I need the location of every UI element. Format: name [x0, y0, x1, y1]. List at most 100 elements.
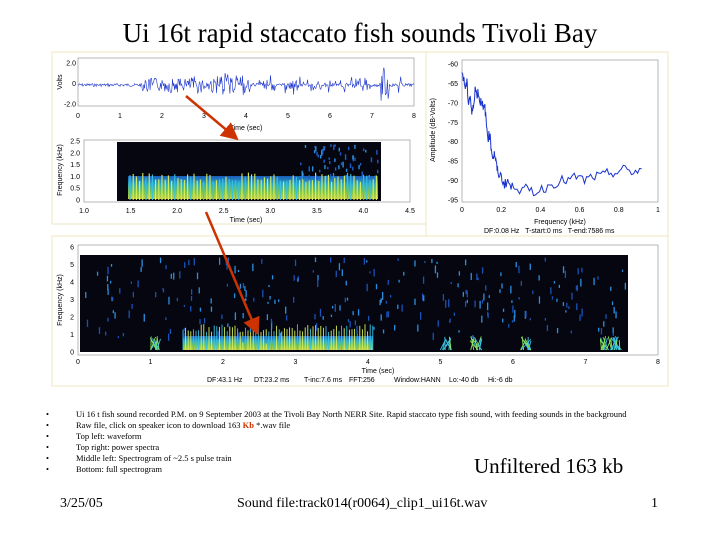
- noise-speck: [465, 289, 467, 295]
- waveform-xtick: 2: [160, 113, 164, 120]
- noise-speck: [518, 265, 520, 274]
- full-spectrogram-ytick: 5: [70, 262, 74, 269]
- waveform-xlabel: Time (sec): [230, 125, 263, 132]
- noise-speck: [445, 299, 447, 308]
- noise-speck: [529, 318, 531, 321]
- bullet-dot: •: [46, 464, 49, 474]
- noise-speck: [556, 298, 558, 302]
- noise-speck: [466, 290, 468, 298]
- noise-speck: [417, 324, 419, 332]
- noise-speck: [581, 267, 583, 273]
- noise-speck: [532, 290, 534, 294]
- noise-speck: [374, 175, 377, 181]
- full-spectrogram-ytick: 4: [70, 280, 74, 287]
- noise-speck: [329, 257, 332, 263]
- waveform-path: [77, 67, 415, 101]
- noise-speck: [354, 320, 357, 326]
- noise-speck: [565, 310, 567, 313]
- noise-speck: [226, 262, 228, 270]
- noise-speck: [190, 306, 192, 312]
- full-spectrogram-marks: [85, 257, 627, 351]
- full-spectrogram-info: DF:43.1 Hz DT:23.2 ms T-inc:7.6 ms FFT:256 W…: [207, 377, 513, 384]
- noise-speck: [354, 157, 356, 161]
- noise-speck: [316, 151, 318, 156]
- noise-speck: [122, 332, 125, 337]
- noise-speck: [323, 159, 325, 163]
- noise-speck: [190, 296, 193, 301]
- noise-speck: [457, 283, 459, 288]
- noise-speck: [577, 268, 579, 275]
- power-spectrum-ytick: -65: [448, 81, 458, 88]
- noise-speck: [233, 293, 236, 298]
- upper-arrow: [185, 95, 239, 141]
- noise-speck: [344, 297, 346, 303]
- page-number: 1: [651, 496, 658, 511]
- noise-speck: [422, 293, 424, 301]
- noise-speck: [105, 331, 107, 336]
- noise-speck: [262, 289, 264, 298]
- noise-speck: [434, 265, 437, 274]
- sound-cluster-mark: [478, 338, 482, 351]
- noise-speck: [203, 318, 206, 324]
- waveform-ytick: -2.0: [64, 102, 76, 109]
- noise-speck: [107, 288, 109, 295]
- noise-speck: [210, 298, 212, 304]
- noise-speck: [394, 324, 396, 331]
- noise-speck: [612, 333, 614, 336]
- noise-speck: [368, 335, 370, 341]
- full-spectrogram-ytick: 3: [70, 297, 74, 304]
- noise-speck: [342, 161, 344, 168]
- noise-speck: [419, 312, 422, 320]
- noise-speck: [322, 316, 324, 320]
- noise-speck: [581, 308, 583, 317]
- power-spectrum-ytick: -80: [448, 139, 458, 146]
- waveform-xtick: 1: [118, 113, 122, 120]
- noise-speck: [184, 262, 186, 269]
- noise-speck: [375, 284, 378, 290]
- footer-sound-file: Sound file:track014(r0064)_clip1_ui16t.w…: [237, 496, 488, 511]
- noise-speck: [234, 312, 237, 321]
- bullet-item: • Bottom: full spectrogram: [46, 464, 636, 475]
- sound-cluster-mark: [469, 340, 479, 351]
- middle-spectrogram-plot: 2.5 2.0 1.5 1.0 0.5 0 1.0 1.5 2.0 2.5 3.0 3.5 4.0 4.…: [57, 139, 415, 225]
- noise-speck: [107, 266, 109, 275]
- noise-speck: [210, 306, 213, 312]
- noise-speck: [579, 314, 581, 321]
- noise-speck: [300, 162, 302, 166]
- noise-speck: [165, 317, 167, 320]
- noise-speck: [515, 261, 517, 268]
- download-link[interactable]: Kb: [242, 420, 254, 430]
- noise-speck: [500, 272, 502, 277]
- noise-speck: [414, 298, 416, 305]
- noise-speck: [169, 328, 172, 334]
- noise-speck: [344, 154, 347, 160]
- noise-speck: [479, 300, 481, 309]
- noise-speck: [141, 259, 143, 267]
- noise-speck: [338, 147, 340, 152]
- noise-speck: [107, 284, 109, 290]
- noise-speck: [107, 317, 109, 322]
- noise-speck: [611, 301, 614, 306]
- noise-speck: [352, 166, 354, 171]
- noise-speck: [132, 291, 135, 298]
- full-spectrogram-plot: 6 5 4 3 2 1 0 0 1 2 3 4 5 6 7 8 Frequency (kHz) Time (…: [57, 245, 660, 385]
- middle-spectrogram-ytick: 2.5: [70, 139, 80, 146]
- middle-spectrogram-xtick: 1.0: [79, 208, 89, 215]
- bullet-dot: •: [46, 442, 49, 452]
- power-spectrum-ytick: -75: [448, 120, 458, 127]
- middle-spectrogram-xtick: 4.0: [359, 208, 369, 215]
- noise-speck: [279, 332, 282, 340]
- noise-speck: [176, 297, 179, 302]
- noise-speck: [488, 295, 490, 298]
- noise-speck: [117, 336, 120, 339]
- power-spectrum-xtick: 0: [460, 207, 464, 214]
- lower-arrow: [204, 211, 260, 336]
- waveform-xtick: 8: [412, 113, 416, 120]
- sound-cluster-mark: [618, 340, 621, 351]
- noise-speck: [329, 160, 331, 165]
- noise-speck: [285, 306, 287, 314]
- noise-speck: [437, 320, 439, 327]
- noise-speck: [330, 144, 332, 148]
- noise-speck: [112, 297, 114, 300]
- noise-speck: [308, 175, 310, 181]
